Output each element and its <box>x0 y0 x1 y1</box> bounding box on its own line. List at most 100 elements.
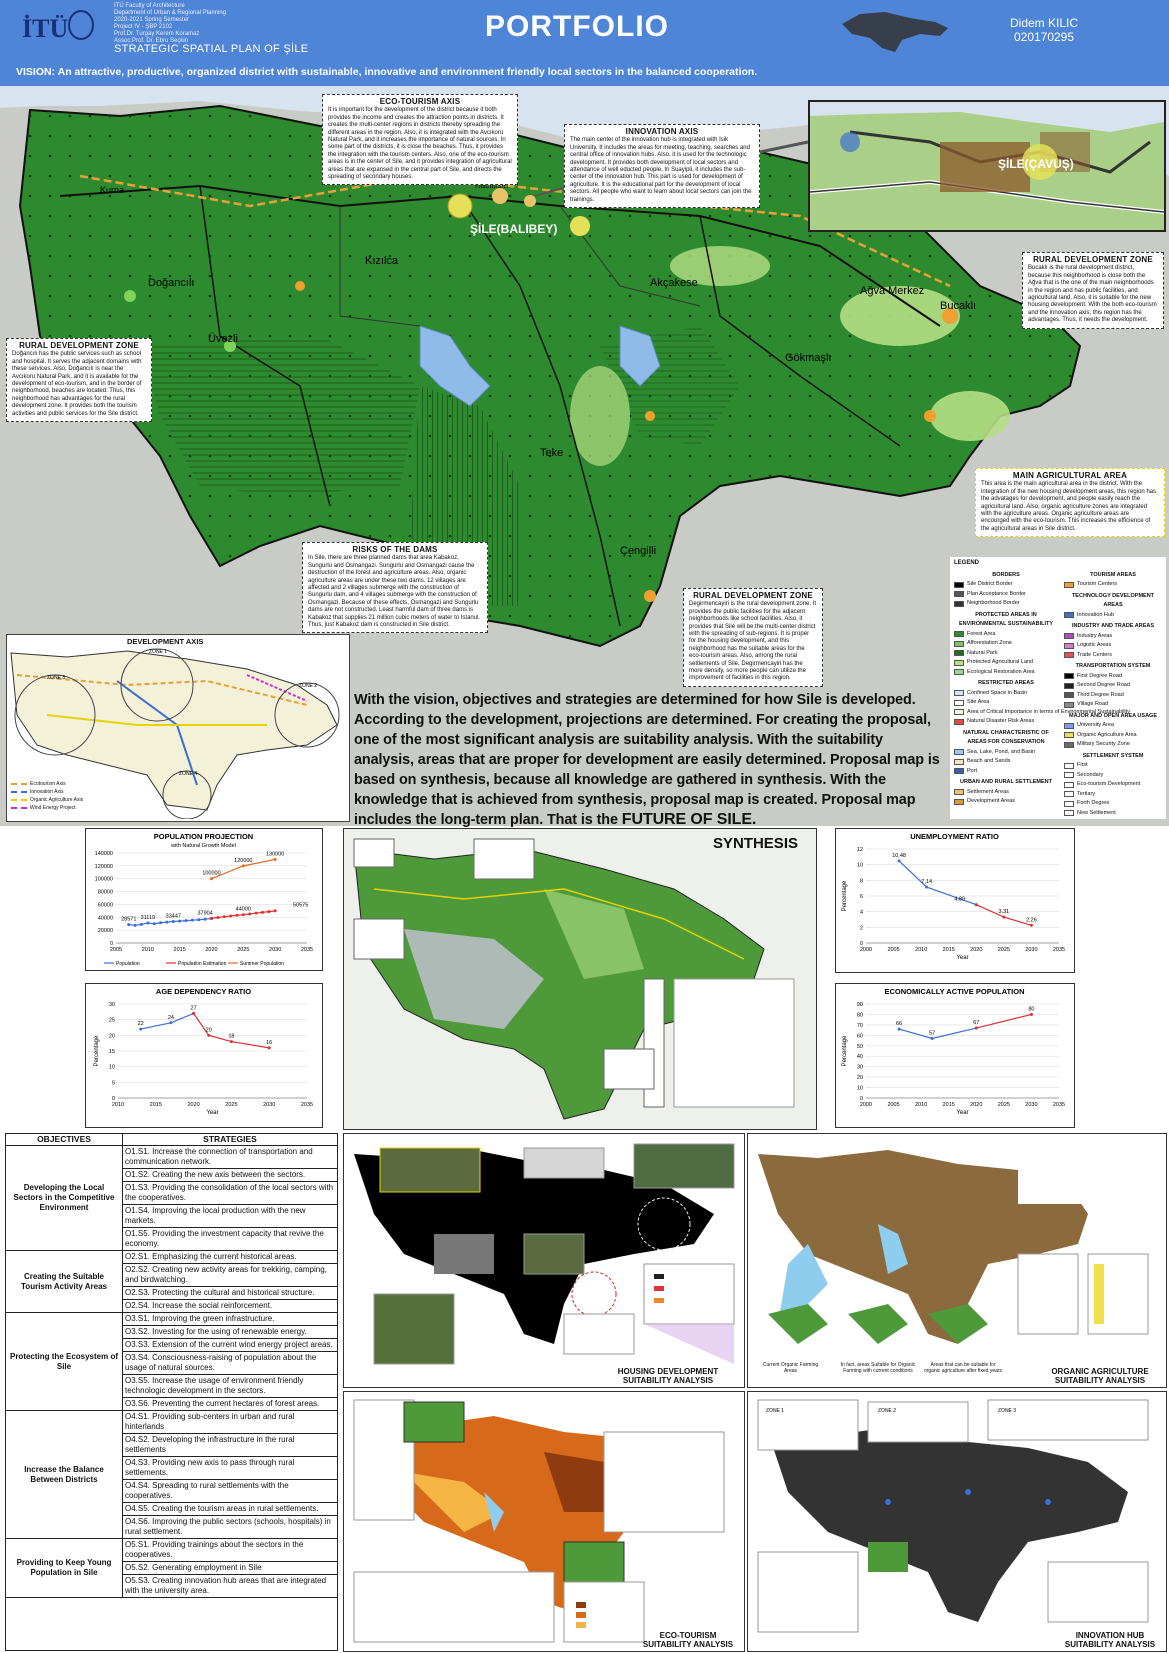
data-point <box>192 1011 196 1015</box>
legend-item: Sile District Border <box>954 580 1058 590</box>
y-tick-label: 0 <box>110 941 113 947</box>
strategy-cell: O4.S1. Providing sub-centers in urban an… <box>123 1411 337 1434</box>
legend-item: Trade Centers <box>1064 651 1162 661</box>
legend-item: Beach and Sands <box>954 757 1058 767</box>
data-point <box>216 915 220 919</box>
objective-row: Increase the Balance Between Districts O4… <box>6 1411 337 1539</box>
objective-row: Developing the Local Sectors in the Comp… <box>6 1146 337 1251</box>
zone-1-label: ZONE 1 <box>149 649 167 655</box>
legend-swatch <box>954 600 964 607</box>
data-label: 66 <box>896 1021 902 1027</box>
dev-axis-legend-line <box>11 790 27 793</box>
x-tick-label: 2000 <box>860 947 872 953</box>
data-point <box>146 921 150 925</box>
strategy-cell: O5.S3. Creating innovation hub areas tha… <box>125 1576 327 1595</box>
legend-label: Settlement Areas <box>967 788 1009 795</box>
x-tick-label: 2035 <box>1053 1102 1065 1108</box>
strategy-cell: O2.S3. Protecting the cultural and histo… <box>123 1287 337 1300</box>
strategy-cell: O3.S6. Preventing the current hectares o… <box>125 1399 320 1408</box>
data-label: 3,31 <box>998 909 1009 915</box>
dev-axis-legend-item: Innovation Axis <box>11 788 83 796</box>
legend-swatch <box>954 798 964 805</box>
objective-row: Protecting the Ecosystem of Sile O3.S1. I… <box>6 1313 337 1411</box>
callout-dams: RISKS OF THE DAMS In Sile, there are thr… <box>302 542 488 634</box>
eco-tourism-analysis-panel: ECO-TOURISM SUITABILITY ANALYSIS <box>343 1391 745 1652</box>
organic-caption-2: In fact, areas Suitable for Organic Farm… <box>840 1362 916 1374</box>
y-tick-label: 90 <box>857 1002 863 1008</box>
y-tick-label: 12 <box>857 847 863 853</box>
innov-zone-3-label: ZONE 3 <box>998 1408 1016 1414</box>
strategy-cell: O3.S5. Increase the usage of environment… <box>123 1375 337 1398</box>
innov-zone-1-label: ZONE 1 <box>766 1408 784 1414</box>
data-label: 50575 <box>293 902 308 908</box>
y-tick-label: 120000 <box>95 864 113 870</box>
legend-swatch <box>954 640 964 647</box>
chart-legend-label: Population <box>116 961 140 967</box>
data-label: 20 <box>206 1027 212 1033</box>
series-line <box>193 1013 270 1049</box>
x-tick-label: 2010 <box>915 1102 927 1108</box>
unemployment-chart-graphic: UNEMPLOYMENT RATIO 0 2 4 6 8 10 12 2000 2005 2010 2… <box>842 832 1065 961</box>
strategy-cell: O5.S2. Generating employment in Sile <box>123 1562 337 1575</box>
legend-item: First <box>1064 761 1162 771</box>
strategy-cell: O3.S3. Extension of the current wind ene… <box>123 1339 337 1352</box>
y-tick-label: 50 <box>857 1044 863 1050</box>
legend-label: Trade Centers <box>1077 651 1112 658</box>
map-legend: LEGEND BORDERS Sile District Border Plan A… <box>950 557 1166 819</box>
legend-title: LEGEND <box>954 560 980 566</box>
data-point <box>925 885 929 889</box>
y-tick-label: 2 <box>860 925 863 931</box>
strategy-cell: O1.S4. Improving the local production wi… <box>123 1205 337 1228</box>
legend-label: Development Areas <box>967 798 1015 804</box>
legend-label: Tertiary <box>1077 790 1096 797</box>
strategy-cell: O1.S5. Providing the investment capacity… <box>125 1229 324 1248</box>
active-population-chart-graphic: ECONOMICALLY ACTIVE POPULATION0102030405… <box>842 987 1065 1116</box>
data-label: 37904 <box>197 911 212 917</box>
y-axis-label: Percentage <box>94 1035 100 1066</box>
data-point <box>974 903 978 907</box>
legend-item: Plan Acceptance Border <box>954 590 1058 600</box>
legend-label: Organic Agriculture Area <box>1077 731 1137 738</box>
data-point <box>178 919 182 923</box>
x-tick-label: 2005 <box>110 947 122 953</box>
chart-title: ECONOMICALLY ACTIVE POPULATION <box>884 987 1024 996</box>
legend-swatch <box>954 709 964 716</box>
legend-item: Village Road <box>1064 700 1162 710</box>
data-point <box>210 916 213 920</box>
data-point <box>139 1027 143 1031</box>
data-point <box>190 918 194 922</box>
legend-label: Natural Disaster Risk Areas <box>967 718 1035 724</box>
legend-label: Innovation Hub <box>1077 611 1114 618</box>
legend-item: Natural Disaster Risk Areas <box>954 717 1058 727</box>
data-label: 18 <box>228 1034 234 1040</box>
data-point <box>133 923 137 927</box>
label-akcakese: Akçakese <box>650 277 698 289</box>
data-point <box>254 911 258 915</box>
y-tick-label: 30 <box>857 1065 863 1071</box>
legend-label: Forest Area <box>967 630 996 637</box>
legend-item: Innovation Hub <box>1064 611 1162 621</box>
legend-label: Third Degree Road <box>1077 691 1124 698</box>
legend-swatch <box>954 749 964 756</box>
legend-swatch <box>1064 791 1074 798</box>
housing-analysis-label: HOUSING DEVELOPMENT SUITABILITY ANALYSIS <box>617 1367 719 1385</box>
population-chart: POPULATION PROJECTION with Natural Growth… <box>85 828 323 971</box>
strategy-cell: O1.S3. Providing the consolidation of th… <box>123 1182 337 1205</box>
legend-heading: RESTRICTED AREAS <box>978 680 1034 686</box>
legend-item: Port <box>954 767 1058 777</box>
innovation-analysis-label: INNOVATION HUB SUITABILITY ANALYSIS <box>1064 1631 1156 1649</box>
x-tick-label: 2000 <box>860 1102 872 1108</box>
data-label: 28571 <box>121 917 136 923</box>
legend-label: First Degree Road <box>1077 672 1122 679</box>
legend-item: Settlement Areas <box>954 788 1058 798</box>
label-gokmasli: Gökmaşlı <box>785 352 831 364</box>
legend-swatch <box>1064 732 1074 739</box>
x-tick-label: 2025 <box>237 947 249 953</box>
label-hacllimsm: Hacıllısm <box>475 181 508 190</box>
callout-eco-tourism: ECO-TOURISM AXIS It is important for the… <box>322 94 518 186</box>
legend-item: Second Degree Road <box>1064 681 1162 691</box>
data-point <box>267 1046 271 1050</box>
legend-swatch <box>954 690 964 697</box>
vision-paragraph: With the vision, objectives and strategi… <box>354 692 940 828</box>
x-tick-label: 2030 <box>269 947 281 953</box>
